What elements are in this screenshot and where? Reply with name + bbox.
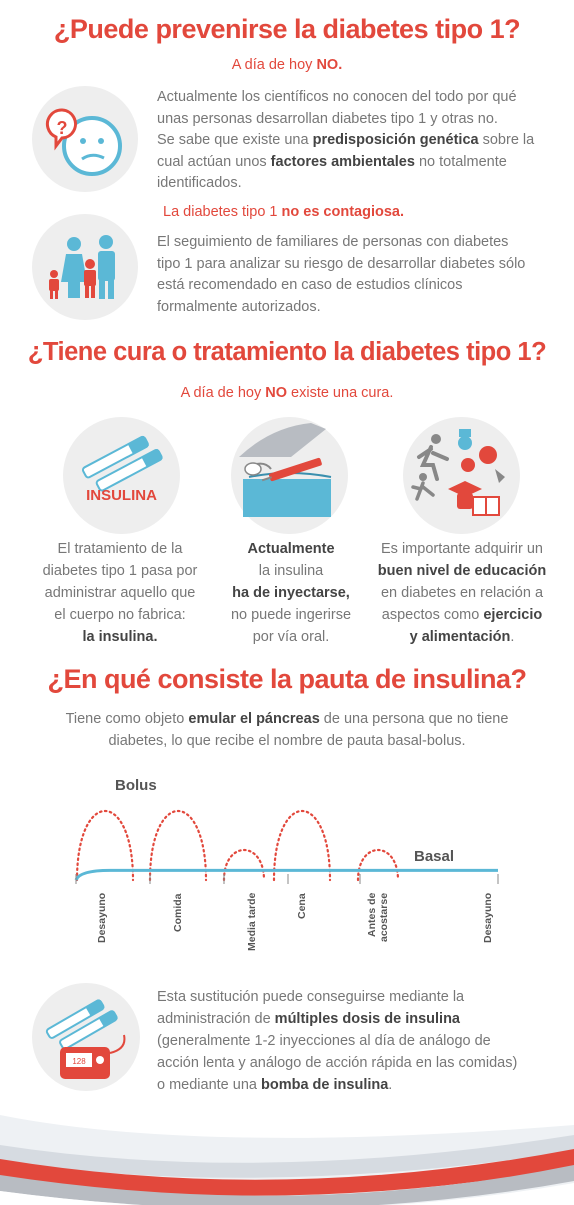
confused-face-icon: ? xyxy=(32,86,138,192)
insulina-label: INSULINA xyxy=(86,487,157,504)
x-axis-label: Comida xyxy=(172,893,184,932)
title-prevention: ¿Puede prevenirse la diabetes tipo 1? xyxy=(53,14,521,44)
insulin-pens-icon xyxy=(63,417,180,534)
x-axis-label: Cena xyxy=(296,893,308,919)
title-cure: ¿Tiene cura o tratamiento la diabetes ti… xyxy=(27,338,547,366)
bolus-peak xyxy=(222,849,266,882)
x-axis-label: Desayuno xyxy=(96,893,108,944)
treatment-text: El tratamiento de la diabetes tipo 1 pas… xyxy=(42,541,198,645)
family-icon xyxy=(32,214,138,320)
subtitle-prevention: A día de hoy NO. xyxy=(231,57,343,73)
legend-bolus: Bolus xyxy=(115,777,157,794)
injection-text: Actualmente la insulina ha de inyectarse… xyxy=(230,541,352,645)
x-axis-label: Desayuno xyxy=(482,893,494,944)
svg-text:?: ? xyxy=(57,118,68,138)
education-exercise-food-icon xyxy=(403,417,520,534)
not-contagious-note: La diabetes tipo 1 no es contagiosa. xyxy=(163,204,404,220)
bolus-peak xyxy=(75,809,135,882)
education-text: Es importante adquirir un buen nivel de … xyxy=(377,541,547,645)
regimen-intro: Tiene como objeto emular el páncreas de … xyxy=(65,711,509,749)
subtitle-cure: A día de hoy NO existe una cura. xyxy=(180,385,394,401)
pump-display-value: 128 xyxy=(72,1057,86,1066)
prevention-paragraph: Actualmente los científicos no conocen d… xyxy=(157,89,535,191)
decorative-waves xyxy=(0,1115,574,1205)
title-insulin-regimen: ¿En qué consiste la pauta de insulina? xyxy=(47,664,527,694)
basal-line xyxy=(74,868,498,881)
bolus-peak xyxy=(272,809,332,882)
regimen-paragraph: Esta sustitución puede conseguirse media… xyxy=(157,989,518,1093)
insulin-pump-icon: 128 xyxy=(32,983,140,1091)
bolus-peak xyxy=(148,809,208,882)
basal-bolus-chart xyxy=(74,809,499,884)
family-screening-paragraph: El seguimiento de familiares de personas… xyxy=(157,234,526,315)
bolus-peak xyxy=(356,849,400,882)
legend-basal: Basal xyxy=(414,848,455,865)
x-axis-label: Antes de acostarse xyxy=(366,893,390,943)
x-axis-label: Media tarde xyxy=(246,893,258,952)
injection-icon xyxy=(231,417,348,534)
